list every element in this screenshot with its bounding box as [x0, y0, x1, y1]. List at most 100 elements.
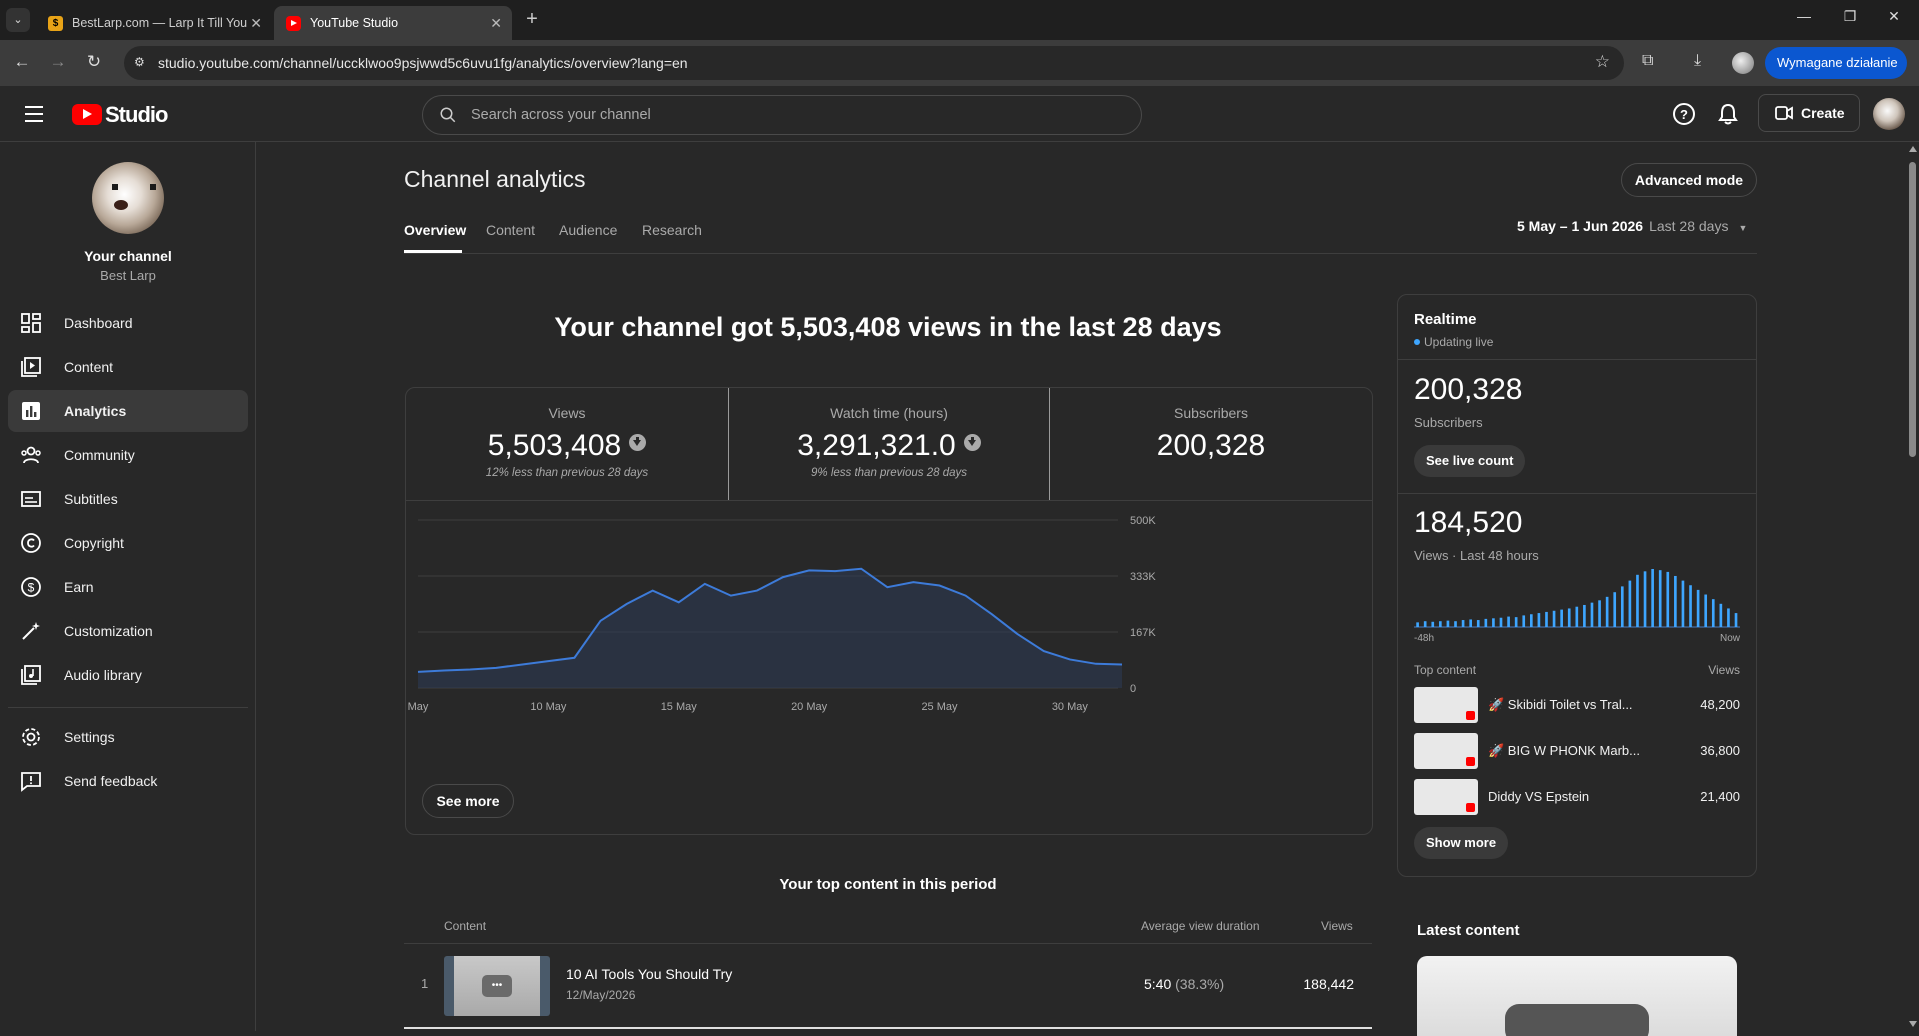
realtime-bar[interactable] [1681, 580, 1685, 627]
realtime-bar[interactable] [1613, 592, 1617, 627]
close-tab-icon[interactable]: ✕ [490, 15, 502, 31]
scrollbar-thumb[interactable] [1909, 162, 1916, 457]
realtime-bar[interactable] [1439, 621, 1442, 627]
close-tab-icon[interactable]: ✕ [250, 15, 262, 31]
realtime-bar[interactable] [1658, 570, 1662, 627]
url-text[interactable]: studio.youtube.com/channel/uccklwoo9psjw… [158, 55, 688, 71]
metric-subscribers[interactable]: Subscribers 200,328 [1050, 388, 1372, 500]
back-icon[interactable]: ← [13, 52, 31, 71]
video-title[interactable]: 10 AI Tools You Should Try [566, 966, 733, 982]
chart-point[interactable] [1068, 657, 1072, 661]
realtime-bar[interactable] [1499, 617, 1503, 627]
scroll-down-icon[interactable] [1909, 1021, 1917, 1027]
chart-point[interactable] [625, 602, 629, 606]
chart-point[interactable] [755, 589, 759, 593]
page-scrollbar[interactable] [1906, 142, 1919, 1031]
chart-point[interactable] [572, 656, 576, 660]
chart-point[interactable] [859, 567, 863, 571]
realtime-bar[interactable] [1537, 613, 1541, 627]
realtime-bar[interactable] [1575, 606, 1579, 627]
sidebar-item-content[interactable]: Content [8, 346, 248, 388]
new-tab-button[interactable]: + [526, 8, 538, 30]
realtime-bar[interactable] [1636, 574, 1639, 627]
metric-watch-time[interactable]: Watch time (hours) 3,291,321.0 9% less t… [728, 388, 1050, 500]
chart-point[interactable] [937, 584, 941, 588]
chart-point[interactable] [911, 580, 915, 584]
channel-avatar[interactable] [92, 162, 164, 234]
realtime-bar[interactable] [1552, 610, 1556, 627]
realtime-bar[interactable] [1689, 585, 1692, 627]
tab-overview[interactable]: Overview [404, 222, 467, 238]
realtime-bar[interactable] [1507, 616, 1510, 627]
sidebar-item-send-feedback[interactable]: Send feedback [8, 760, 248, 802]
chart-point[interactable] [494, 666, 498, 670]
tab-search-dropdown[interactable]: ⌄ [6, 8, 30, 32]
realtime-bar[interactable] [1674, 575, 1677, 627]
chart-point[interactable] [416, 670, 420, 674]
browser-tab-youtube-studio[interactable]: YouTube Studio ✕ [274, 6, 512, 40]
extensions-icon[interactable]: ⧉ [1642, 52, 1654, 69]
close-window-icon[interactable]: ✕ [1888, 8, 1900, 24]
views-chart[interactable]: 500K 333K 167K 0 May 10 May 15 May 20 May 25 May… [406, 500, 1372, 770]
realtime-bar[interactable] [1727, 608, 1730, 627]
table-row[interactable]: 1 10 AI Tools You Should Try 12/May/2026… [404, 952, 1372, 1016]
top-content-row[interactable]: 🚀 Skibidi Toilet vs Tral... 48,200 [1414, 687, 1740, 725]
realtime-bar[interactable] [1446, 620, 1450, 627]
advanced-mode-button[interactable]: Advanced mode [1621, 163, 1757, 197]
site-settings-icon[interactable]: ⚙ [134, 55, 145, 69]
create-button[interactable]: Create [1758, 94, 1860, 132]
reload-icon[interactable]: ↻ [86, 52, 102, 71]
sidebar-item-community[interactable]: Community [8, 434, 248, 476]
chart-point[interactable] [1120, 662, 1124, 666]
realtime-bar[interactable] [1522, 615, 1526, 627]
sidebar-item-analytics[interactable]: Analytics [8, 390, 248, 432]
bookmark-star-icon[interactable]: ☆ [1594, 52, 1610, 71]
chart-point[interactable] [807, 568, 811, 572]
chart-point[interactable] [703, 582, 707, 586]
search-input[interactable]: Search across your channel [422, 95, 1142, 135]
realtime-bar[interactable] [1431, 621, 1435, 627]
realtime-bar[interactable] [1583, 604, 1586, 627]
chart-point[interactable] [520, 662, 524, 666]
chart-point[interactable] [546, 659, 550, 663]
browser-action-required-button[interactable]: Wymagane działanie ⋮ [1765, 47, 1907, 102]
sidebar-item-audio-library[interactable]: Audio library [8, 654, 248, 696]
realtime-bar[interactable] [1711, 599, 1715, 627]
sidebar-item-customization[interactable]: Customization [8, 610, 248, 652]
realtime-bar[interactable] [1545, 611, 1548, 627]
download-icon[interactable]: ⤓ [1694, 52, 1702, 69]
realtime-views-bar-chart[interactable] [1414, 567, 1740, 629]
chart-point[interactable] [677, 600, 681, 604]
tab-research[interactable]: Research [642, 222, 702, 238]
chart-point[interactable] [990, 612, 994, 616]
realtime-bar[interactable] [1476, 620, 1480, 627]
realtime-bar[interactable] [1423, 621, 1427, 627]
minimize-icon[interactable]: — [1797, 8, 1811, 24]
see-more-button[interactable]: See more [422, 784, 514, 818]
help-icon[interactable]: ? [1670, 100, 1698, 128]
top-content-row[interactable]: Diddy VS Epstein 21,400 [1414, 779, 1740, 817]
chart-point[interactable] [964, 594, 968, 598]
realtime-bar[interactable] [1560, 609, 1563, 627]
realtime-bar[interactable] [1454, 621, 1457, 627]
realtime-bar[interactable] [1492, 618, 1495, 627]
notifications-bell-icon[interactable] [1714, 100, 1742, 128]
realtime-bar[interactable] [1605, 596, 1609, 627]
realtime-bar[interactable] [1567, 608, 1571, 627]
forward-icon[interactable]: → [49, 52, 67, 71]
realtime-bar[interactable] [1628, 580, 1632, 627]
sidebar-item-subtitles[interactable]: Subtitles [8, 478, 248, 520]
realtime-bar[interactable] [1514, 617, 1518, 627]
realtime-bar[interactable] [1461, 620, 1465, 627]
menu-icon[interactable] [25, 106, 43, 127]
scroll-up-icon[interactable] [1909, 146, 1917, 152]
chart-point[interactable] [729, 594, 733, 598]
realtime-bar[interactable] [1719, 603, 1723, 627]
restore-icon[interactable]: ❐ [1843, 8, 1857, 24]
chart-point[interactable] [781, 575, 785, 579]
chart-point[interactable] [442, 669, 446, 673]
top-content-row[interactable]: 🚀 BIG W PHONK Marb... 36,800 [1414, 733, 1740, 771]
chart-point[interactable] [833, 569, 837, 573]
realtime-bar[interactable] [1704, 594, 1708, 627]
browser-profile-avatar[interactable] [1732, 52, 1754, 74]
